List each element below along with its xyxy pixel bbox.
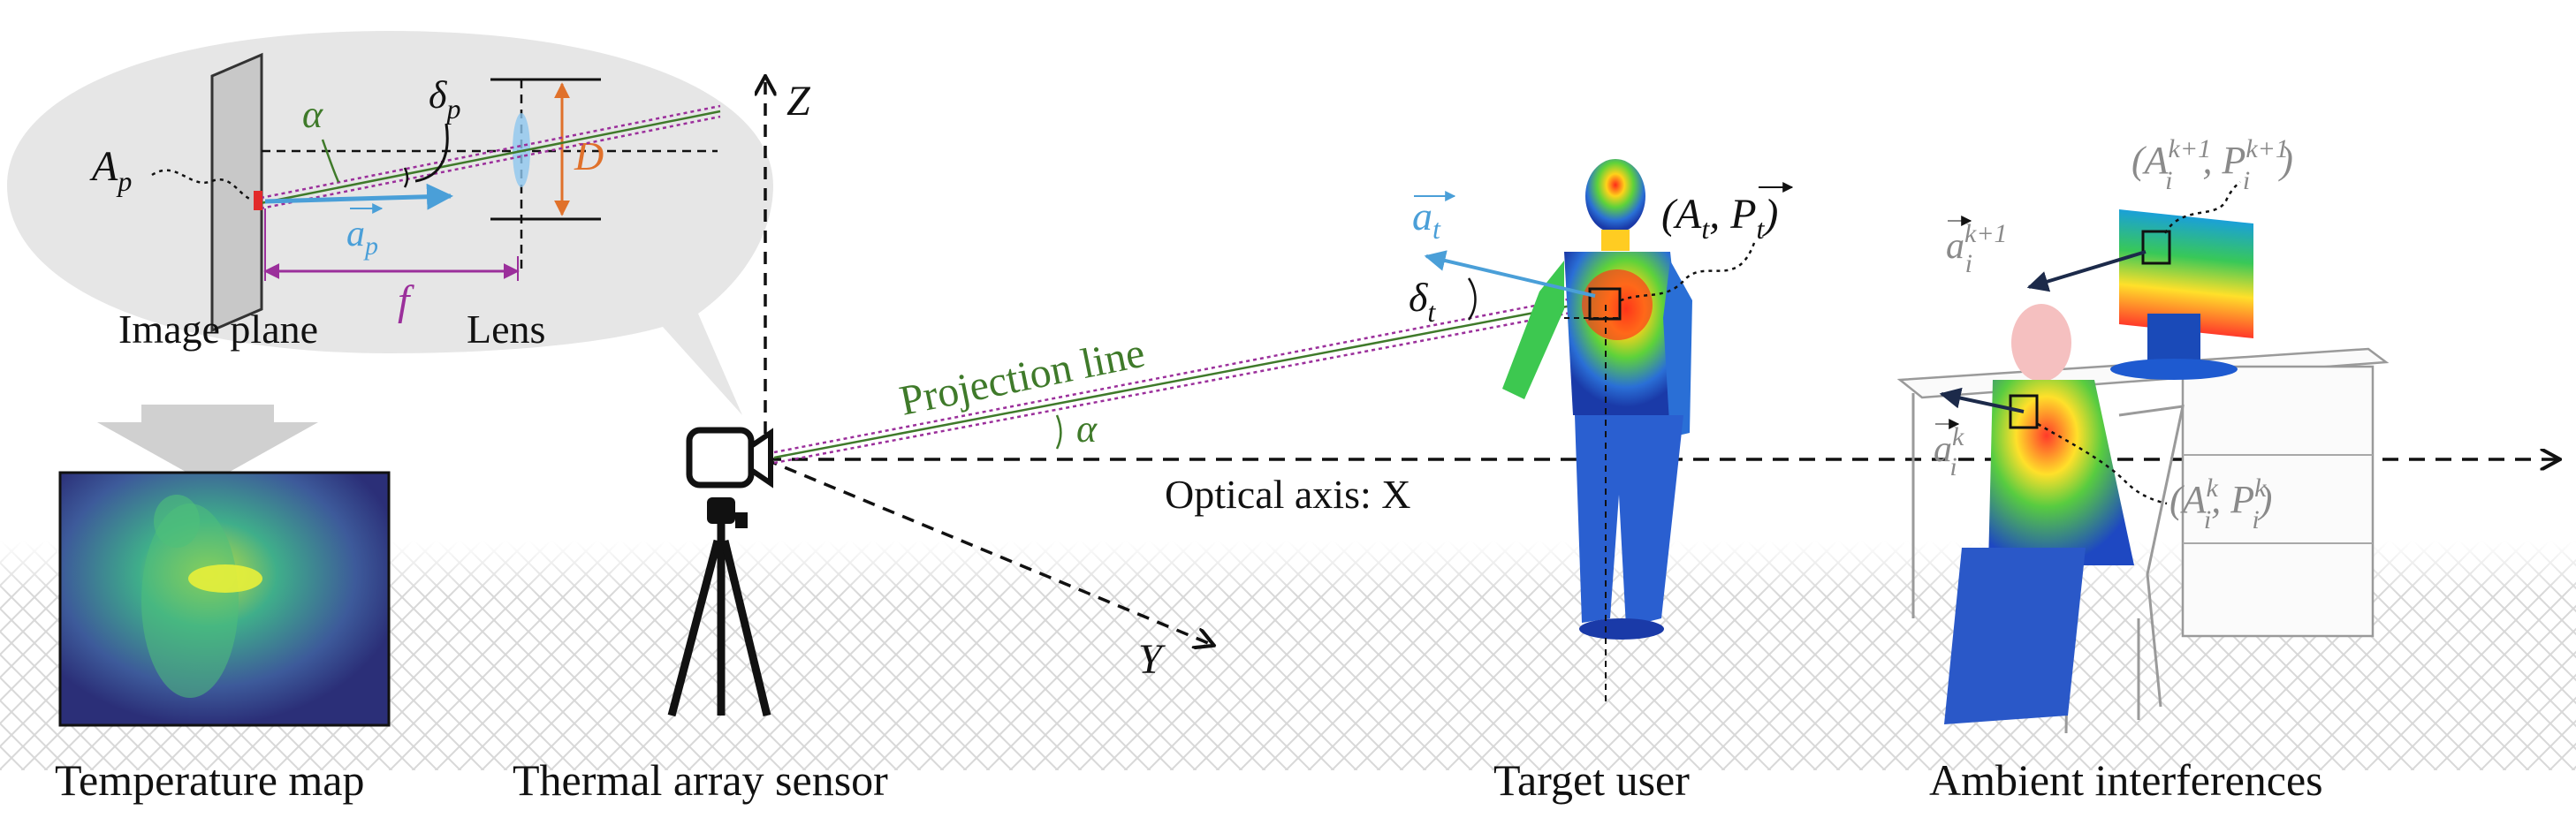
floor-fade [0,541,2576,594]
lens-model-bubble: D ap f Ap α δp Image plane Lens [7,31,773,415]
label-tuple-k: (Ak i, Pk i) [2169,473,2272,534]
target-neck [1601,230,1630,251]
target-right-arm [1663,261,1692,437]
alpha-arc-projection [1055,414,1062,450]
label-vector-ap: ap [346,214,378,261]
caption-temperature-map: Temperature map [55,755,365,805]
bubble-shape [7,31,773,415]
vector-ap-arrow [264,183,453,210]
monitor-patch-marker [2141,230,2171,265]
target-tuple-leader [1620,242,1756,302]
tripod-leg-right [720,539,771,717]
label-lens: Lens [467,307,545,352]
desk-cabinet [2181,365,2375,638]
ambient-scene [1896,209,2390,734]
target-feet [1579,618,1664,640]
temperature-map [58,471,391,727]
target-left-arm [1502,261,1564,399]
bubble-ray-2 [260,110,721,205]
ap-leader-line [151,169,254,201]
image-plane-shape [210,52,263,333]
projection-ray-3 [773,304,1609,465]
tuple-k-leader [2037,422,2168,505]
ambient-annotations: ak+1 i (Ak+1 i, Pk+1 i) ak i (Ak i, Pk i) [1934,134,2293,534]
projection-ray-1 [773,290,1609,454]
caption-target-user: Target user [1493,755,1690,805]
target-patch-marker [1588,287,1622,321]
tuple-k1-leader [2163,181,2241,234]
tripod-knob [735,512,748,528]
target-user-figure [1502,159,1692,640]
tripod-leg-left [667,539,722,717]
label-vector-at: at [1412,193,1441,245]
axis-y [764,458,1212,645]
label-image-plane: Image plane [118,307,318,352]
delta-t-arc [1467,277,1477,321]
caption-thermal-sensor: Thermal array sensor [513,755,888,805]
seated-patch-marker [2009,394,2039,429]
label-vector-ai-k: ak i [1934,422,1964,481]
label-delta-p: δp [429,73,460,125]
thermal-sensor-device [667,427,773,717]
label-alpha-projection: α [1076,407,1098,451]
label-vector-ai-k1: ak+1 i [1946,219,2008,278]
map-pointer-arrow [97,405,318,484]
target-head [1585,159,1645,233]
pixel-marker [254,191,262,210]
camera-lens [748,428,773,489]
projection-rays: Projection line α [773,290,1609,465]
target-legs [1575,415,1683,627]
label-optical-axis: Optical axis: X [1165,472,1411,517]
monitor-screen [2119,209,2253,339]
label-target-tuple: (At, Pt) [1661,191,1778,245]
label-aperture-d: D [574,133,604,178]
bubble-ray-3 [260,115,721,210]
delta-p-arc [403,167,409,188]
seated-head [2011,304,2071,382]
target-hotspot [1582,269,1653,340]
bubble-ray-1 [260,104,721,200]
label-delta-t: δt [1409,275,1436,328]
temperature-map-head [154,495,200,548]
alpha-arc-bubble [321,139,340,183]
label-tuple-k1: (Ak+1 i, Pk+1 i) [2131,134,2293,195]
temperature-map-body [141,504,239,698]
tripod-head [707,497,735,524]
label-ap: Ap [89,143,132,197]
monitor-stand [2147,314,2200,367]
label-alpha-bubble: α [302,93,323,136]
vector-ai-k-arrow [1939,387,2025,413]
camera-body [686,427,755,489]
temperature-map-hotspot [188,564,262,593]
projection-ray-2 [773,297,1609,459]
monitor-base [2110,359,2238,380]
target-annotations: at (At, Pt) δt [1409,182,1794,328]
caption-ambient-interferences: Ambient interferences [1929,755,2323,805]
seated-legs [1944,548,2086,724]
label-axis-y: Y [1138,636,1166,683]
label-axis-z: Z [786,78,811,125]
vector-ai-k1-arrow [2026,250,2147,292]
coordinate-axes: Z Y Optical axis: X [765,78,2558,683]
vector-at-arrow [1424,250,1596,298]
delta-p-hook [414,123,449,183]
